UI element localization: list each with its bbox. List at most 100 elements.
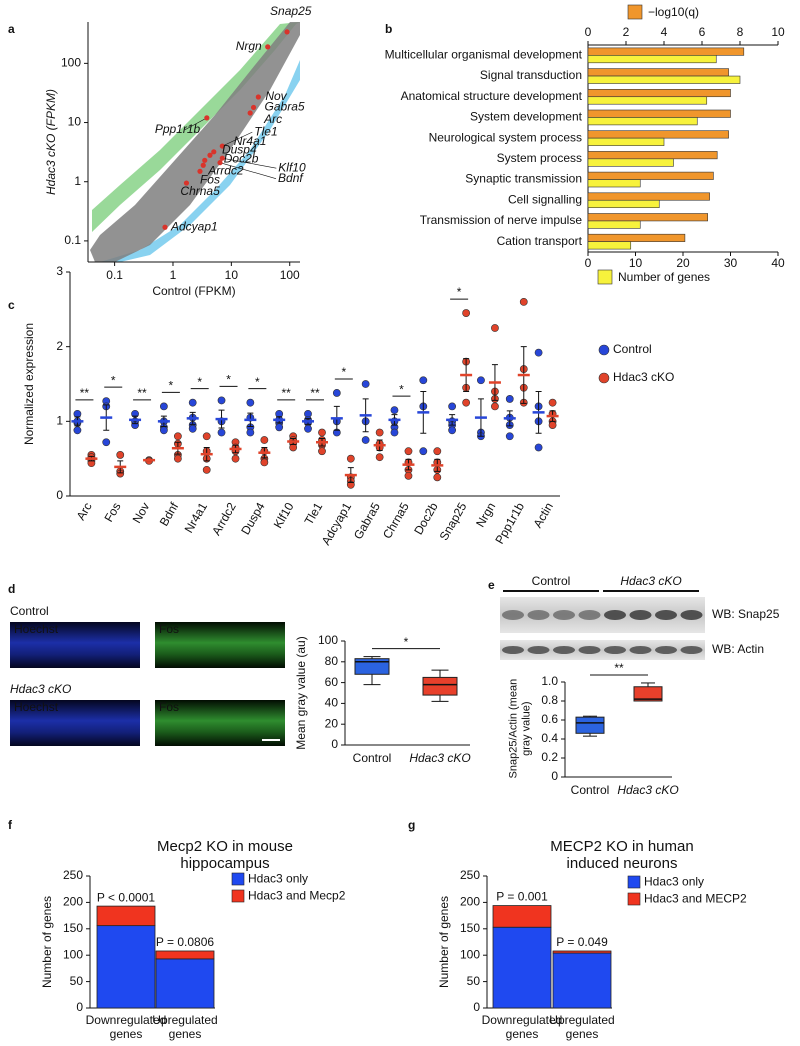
p-value-label: P = 0.001	[496, 890, 548, 904]
significance-label: **	[282, 386, 292, 400]
y-tick-label: 1	[56, 414, 63, 428]
legend-label: Number of genes	[618, 270, 710, 284]
bar	[587, 55, 717, 64]
y-tick-label: 0	[551, 769, 558, 783]
channel-label: Hoechst	[14, 622, 59, 636]
bar	[587, 68, 729, 77]
y-tick-label: 0.1	[64, 233, 81, 247]
legend-label: Hdac3 only	[248, 872, 308, 886]
x-tick-label: Arc	[74, 500, 95, 523]
data-point	[332, 389, 341, 397]
y-tick-label: 200	[460, 895, 480, 909]
data-point	[375, 453, 384, 462]
data-point	[548, 398, 557, 407]
gene-point	[219, 155, 225, 161]
y-tick-label: 1	[74, 174, 81, 188]
channel-label: Hoechst	[14, 700, 59, 714]
significance-label: *	[255, 375, 260, 389]
box	[575, 716, 605, 734]
gene-label: Klf10	[278, 160, 306, 174]
blot-band	[502, 646, 524, 654]
data-point	[188, 424, 197, 433]
x-tick-label: Actin	[530, 500, 555, 530]
gene-point	[204, 115, 210, 121]
bar	[587, 96, 708, 105]
significance-label: *	[197, 375, 202, 389]
data-point	[260, 436, 269, 444]
y-tick-label: 0.4	[541, 731, 558, 745]
data-point	[173, 432, 182, 441]
x-tick-label: 40	[771, 256, 785, 270]
data-point	[505, 395, 514, 403]
significance-label: **	[310, 386, 320, 400]
y-tick-label: 50	[467, 974, 481, 988]
bar-segment	[155, 958, 215, 1009]
data-point	[361, 380, 370, 388]
significance-label: *	[341, 365, 346, 379]
bar-segment	[552, 952, 612, 1009]
bar	[587, 179, 641, 188]
x-tick-label: Arrdc2	[209, 500, 239, 538]
y-tick-label: 200	[63, 895, 83, 909]
bar	[587, 192, 710, 201]
blot-band	[553, 610, 575, 620]
blot-label: WB: Actin	[712, 642, 764, 656]
data-point	[491, 402, 499, 411]
blot-group-label: Hdac3 cKO	[620, 574, 681, 588]
significance-label: *	[399, 382, 404, 396]
x2-tick-label: 4	[661, 25, 668, 39]
blot-band	[655, 646, 677, 654]
x-tick-label: 0	[585, 256, 592, 270]
gene-point	[284, 29, 290, 35]
data-point	[404, 471, 413, 480]
gene-point	[202, 157, 208, 163]
x-tick-label: Bdnf	[157, 500, 182, 529]
x-tick-label: Snap25	[437, 500, 470, 543]
bar	[587, 158, 674, 167]
bar-segment	[96, 905, 156, 927]
bar	[587, 151, 718, 160]
micrograph	[155, 700, 285, 746]
legend-swatch	[627, 875, 641, 889]
image-row-label: Control	[10, 604, 49, 618]
gene-label: Doc2b	[224, 151, 259, 165]
panel-letter: d	[8, 582, 15, 596]
gene-label: Adcyap1	[170, 219, 218, 233]
x-tick-label: Control	[571, 783, 610, 797]
y-tick-label: 0	[76, 1000, 83, 1014]
x-tick-label: Nov	[130, 500, 153, 525]
data-point	[404, 447, 413, 456]
data-point	[548, 421, 557, 429]
data-point	[462, 398, 471, 407]
leader-line	[222, 131, 253, 147]
y-tick-label: 1.0	[541, 674, 558, 688]
y-axis-label: Mean gray value (au)	[294, 636, 308, 749]
data-point	[275, 423, 284, 432]
legend-swatch	[627, 892, 641, 906]
y-tick-label: 0	[56, 488, 63, 502]
data-point	[462, 309, 471, 317]
legend-label: −log10(q)	[648, 5, 699, 19]
x2-tick-label: 10	[771, 25, 785, 39]
y-tick-label: 20	[325, 716, 339, 730]
blot-band	[527, 610, 550, 620]
legend-marker	[598, 344, 610, 356]
blot-group-label: Control	[532, 574, 571, 588]
x-tick-label: Nr4a1	[182, 500, 211, 536]
blot-band	[629, 646, 652, 654]
x-tick-label: 0.1	[106, 268, 123, 282]
y-tick-label: 0	[331, 737, 338, 751]
category-label: Cell signalling	[508, 192, 582, 206]
bar	[587, 233, 686, 242]
gene-label: Arc	[263, 112, 282, 126]
x-tick-label: Hdac3 cKO	[409, 751, 470, 765]
significance-label: **	[614, 661, 624, 675]
blot-band	[629, 610, 652, 620]
data-point	[419, 376, 428, 385]
data-point	[102, 438, 111, 447]
bar-segment	[492, 926, 552, 1009]
y-tick-label: 0.6	[541, 712, 558, 726]
category-label: Multicellular organismal development	[385, 48, 583, 62]
x-tick-label: 20	[676, 256, 690, 270]
